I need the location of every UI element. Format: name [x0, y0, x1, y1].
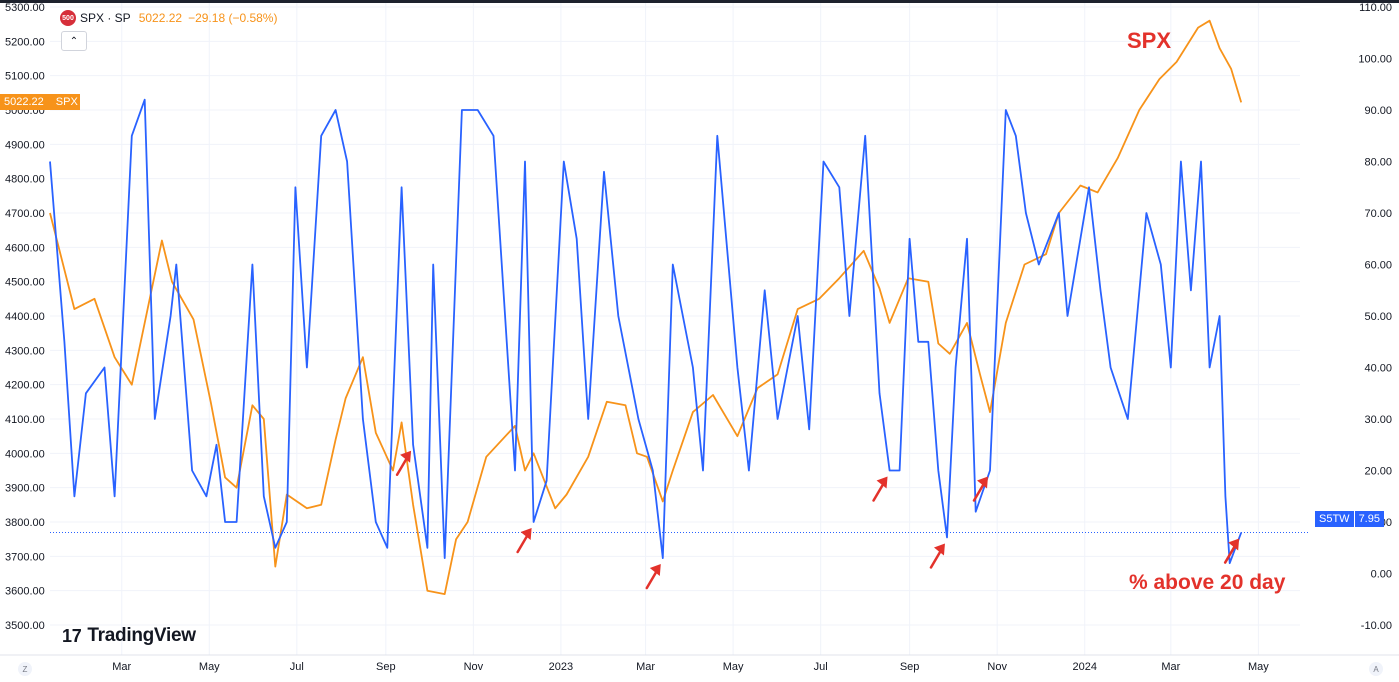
chart-background [0, 3, 1399, 682]
spx-price-tag-value: 5022.22 [4, 96, 44, 108]
left-axis[interactable]: 5300.005200.005100.005000.004900.004800.… [5, 2, 45, 632]
right-axis-tick-label: -10.00 [1361, 620, 1392, 632]
annotation-pct-above-20-day: % above 20 day [1129, 571, 1286, 594]
time-axis-tick-label: Nov [987, 661, 1007, 673]
annotation-arrow-shaft [516, 533, 529, 554]
right-axis-tick-label: 60.00 [1364, 260, 1392, 272]
s5tw-tag-symbol: S5TW [1315, 511, 1354, 527]
annotation-arrow-head [933, 543, 945, 556]
annotation-arrow-head [520, 528, 532, 540]
right-axis-tick-label: 70.00 [1364, 208, 1392, 220]
left-axis-tick-label: 5200.00 [5, 36, 45, 48]
time-axis-tick-label: Sep [376, 661, 396, 673]
time-axis-tick-label: Mar [636, 661, 655, 673]
zoom-icon: Z [22, 664, 28, 674]
left-axis-tick-label: 4900.00 [5, 139, 45, 151]
time-axis-tick-label: 2023 [549, 661, 573, 673]
legend[interactable]: 500 SPX · SP 5022.22 −29.18 (−0.58%) [60, 9, 277, 27]
left-axis-tick-label: 3900.00 [5, 483, 45, 495]
left-axis-tick-label: 4800.00 [5, 174, 45, 186]
left-axis-tick-label: 4000.00 [5, 448, 45, 460]
s5tw-tag-value: 7.95 [1354, 511, 1384, 527]
left-axis-tick-label: 3500.00 [5, 620, 45, 632]
collapse-legend-button[interactable]: ⌃ [61, 31, 87, 51]
annotation-arrow-head [649, 564, 661, 577]
legend-change: −29.18 (−0.58%) [188, 11, 278, 25]
time-axis-tick-label: Mar [1161, 661, 1180, 673]
series-line-s5tw [49, 98, 1243, 565]
time-axis-tick-label: Jul [814, 661, 828, 673]
left-axis-tick-label: 3600.00 [5, 586, 45, 598]
annotation-arrow-head [400, 450, 412, 463]
annotation-arrow-shaft [645, 569, 659, 590]
auto-scale-icon: A [1373, 664, 1379, 674]
spx-logo-icon: 500 [60, 10, 76, 26]
spx-price-tag: 5022.22 SPX [0, 94, 80, 110]
left-axis-tick-label: 4600.00 [5, 242, 45, 254]
auto-scale-button[interactable]: A [1369, 662, 1383, 676]
legend-symbol: SPX · SP [80, 11, 131, 25]
left-axis-tick-label: 4700.00 [5, 208, 45, 220]
series-layer [49, 19, 1310, 595]
left-axis-tick-label: 4400.00 [5, 311, 45, 323]
right-axis-tick-label: 90.00 [1364, 105, 1392, 117]
tradingview-logo[interactable]: 17 TradingView [62, 625, 196, 647]
left-axis-tick-label: 4500.00 [5, 277, 45, 289]
left-axis-tick-label: 4300.00 [5, 345, 45, 357]
left-axis-tick-label: 5100.00 [5, 71, 45, 83]
right-axis-tick-label: 0.00 [1371, 569, 1392, 581]
annotation-arrow-shaft [872, 482, 885, 502]
annotation-arrows [395, 450, 1240, 590]
right-axis[interactable]: 110.00 100.00 90.00 80.00 70.00 60.00 50.00 40.… [1358, 2, 1392, 632]
right-axis-tick-label: 40.00 [1364, 363, 1392, 375]
time-axis[interactable]: Mar May Jul Sep Nov 2023 Mar May Jul Sep Nov 2024 Ma… [112, 661, 1269, 673]
legend-price: 5022.22 [138, 11, 183, 25]
annotation-arrow-head [977, 476, 989, 489]
left-axis-tick-label: 3800.00 [5, 517, 45, 529]
left-axis-tick-label: 4100.00 [5, 414, 45, 426]
tradingview-wordmark: TradingView [87, 625, 196, 646]
left-axis-tick-label: 3700.00 [5, 551, 45, 563]
tradingview-mark-icon: 17 [62, 625, 82, 646]
time-axis-tick-label: Jul [290, 661, 304, 673]
annotation-arrow-shaft [395, 456, 409, 476]
time-axis-tick-label: Mar [112, 661, 131, 673]
spx-price-tag-symbol: SPX [55, 96, 78, 108]
right-axis-tick-label: 30.00 [1364, 414, 1392, 426]
time-axis-tick-label: May [1248, 661, 1269, 673]
time-axis-tick-label: May [199, 661, 220, 673]
right-axis-tick-label: 110.00 [1359, 2, 1392, 14]
annotation-arrow-head [1228, 538, 1240, 551]
annotation-arrow-shaft [972, 482, 986, 502]
right-axis-tick-label: 20.00 [1364, 466, 1392, 478]
right-axis-tick-label: 80.00 [1364, 157, 1392, 169]
chevron-up-icon: ⌃ [69, 35, 79, 47]
top-border [0, 0, 1399, 3]
right-axis-tick-label: 100.00 [1358, 54, 1392, 66]
left-axis-tick-label: 5300.00 [5, 2, 45, 14]
annotation-arrow-head [876, 476, 888, 489]
time-axis-tick-label: Sep [900, 661, 920, 673]
time-axis-tick-label: May [723, 661, 744, 673]
time-axis-tick-label: 2024 [1072, 661, 1096, 673]
annotation-spx: SPX [1127, 28, 1172, 53]
s5tw-price-tag: S5TW 7.95 [1315, 511, 1384, 527]
annotation-arrow-shaft [1223, 544, 1237, 564]
zoom-reset-button[interactable]: Z [18, 662, 32, 676]
time-axis-tick-label: Nov [464, 661, 484, 673]
left-axis-tick-label: 4200.00 [5, 380, 45, 392]
annotation-arrow-shaft [929, 549, 943, 569]
right-axis-tick-label: 50.00 [1364, 311, 1392, 323]
